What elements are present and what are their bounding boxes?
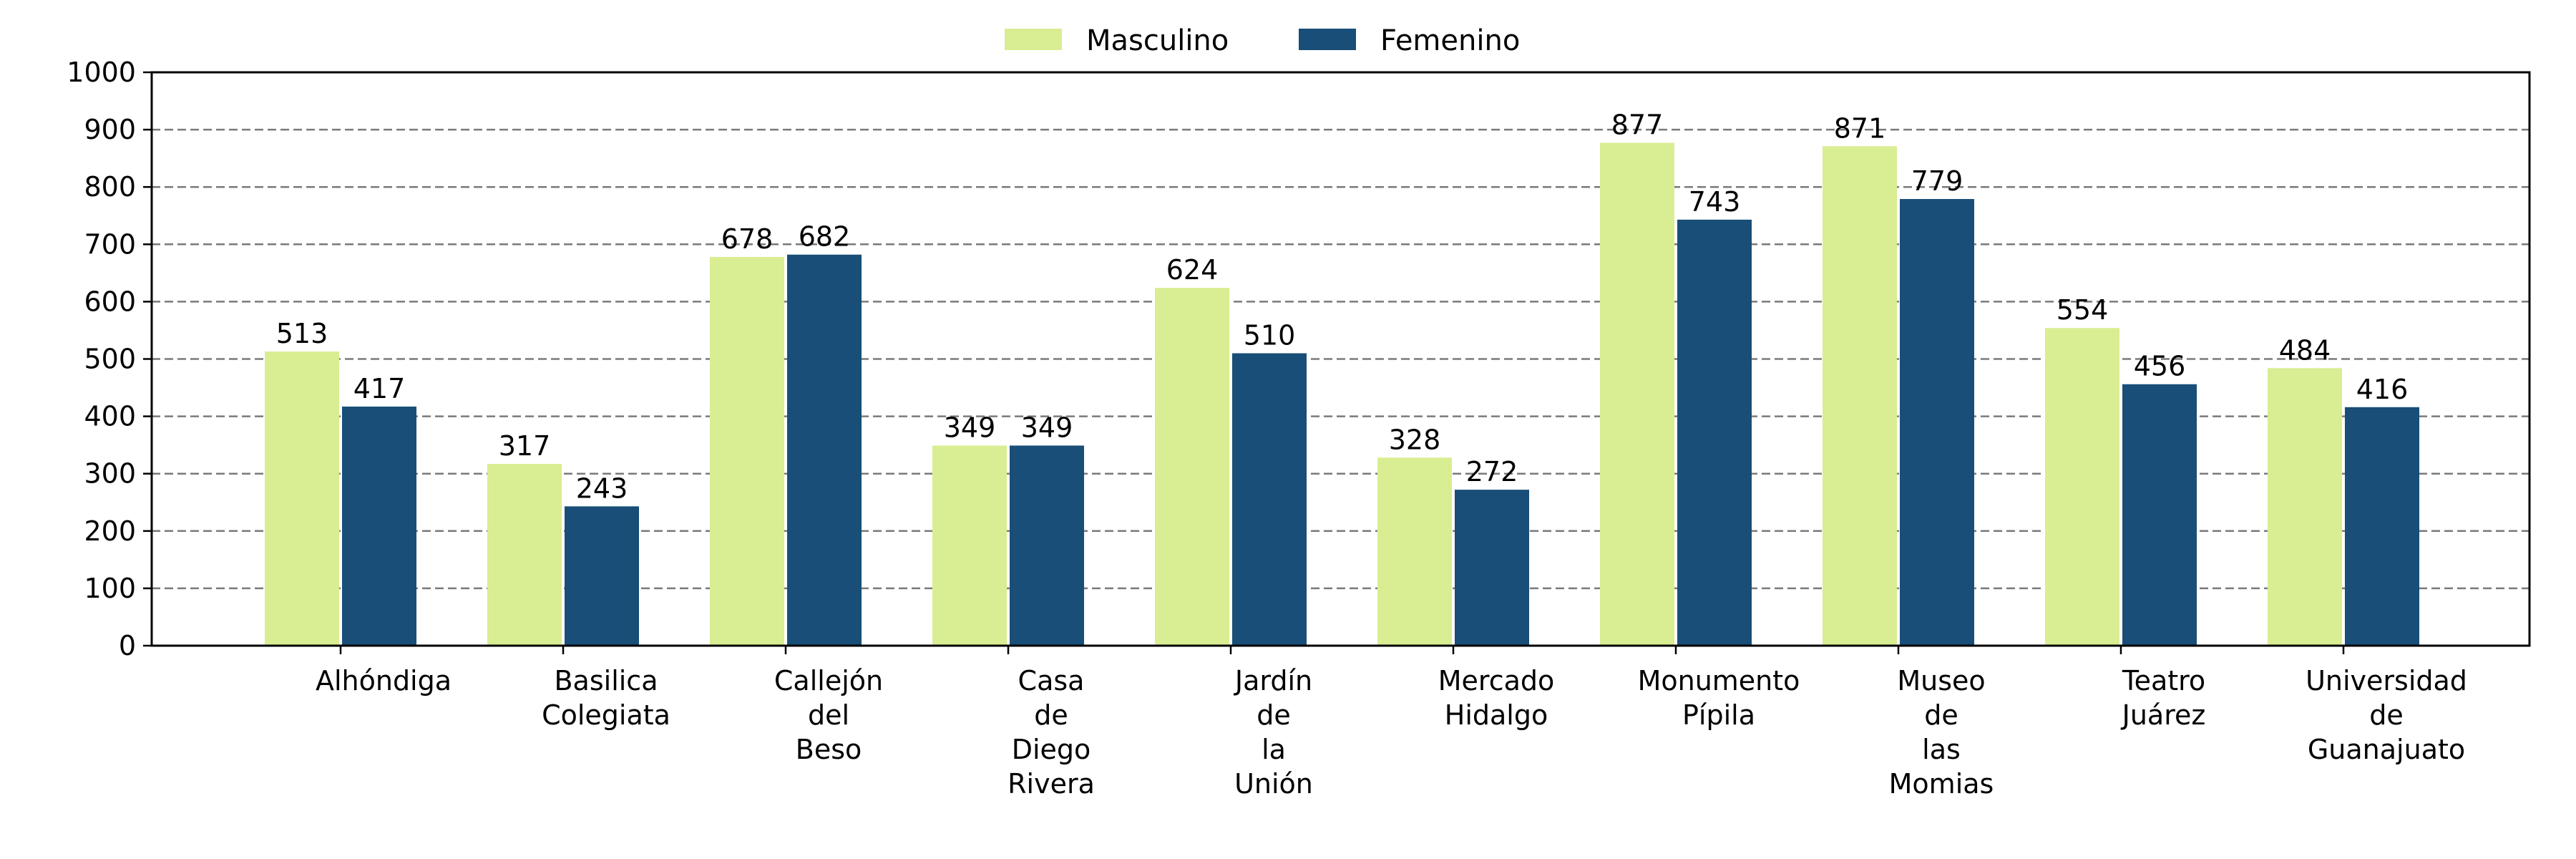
bar-masculino — [1823, 146, 1897, 646]
data-label: 417 — [353, 373, 406, 404]
x-tick-label: Pípila — [1682, 699, 1755, 731]
data-label: 416 — [2356, 374, 2409, 405]
y-tick-label: 800 — [84, 171, 136, 203]
legend-label: Femenino — [1380, 24, 1520, 57]
y-tick-label: 700 — [84, 228, 136, 260]
bar-masculino — [487, 464, 562, 646]
data-label: 678 — [721, 223, 774, 255]
legend-swatch-masculino — [1005, 29, 1062, 50]
x-tick-label: Basilica — [554, 665, 658, 697]
data-label: 317 — [499, 430, 551, 462]
bar-femenino — [2122, 384, 2197, 646]
x-tick-label: de — [2369, 699, 2404, 731]
x-tick-label: Casa — [1018, 665, 1085, 697]
x-tick-label: Rivera — [1008, 768, 1095, 800]
plot-frame — [150, 71, 2531, 647]
bar-masculino — [2045, 328, 2119, 646]
data-label: 349 — [1021, 412, 1073, 443]
x-tick-label: Momias — [1889, 768, 1994, 800]
x-tick-label: Teatro — [2122, 665, 2205, 697]
data-label: 779 — [1911, 165, 1963, 197]
bar-femenino — [1677, 219, 1752, 646]
y-tick-label: 300 — [84, 458, 136, 490]
data-label: 877 — [1611, 110, 1664, 141]
bar-masculino — [1600, 142, 1674, 646]
y-tick-label: 900 — [84, 114, 136, 145]
legend-swatch-femenino — [1299, 29, 1356, 50]
x-tick-label: Museo — [1897, 665, 1985, 697]
bar-femenino — [1455, 490, 1529, 646]
x-tick-label: Colegiata — [542, 699, 670, 731]
y-tick-label: 200 — [84, 515, 136, 547]
x-tick-label: Mercado — [1438, 665, 1555, 697]
data-label: 510 — [1244, 319, 1296, 351]
data-label: 243 — [576, 472, 628, 504]
legend-label: Masculino — [1086, 24, 1229, 57]
x-tick-label: Jardín — [1234, 665, 1312, 697]
data-label: 328 — [1389, 424, 1441, 455]
bar-masculino — [1377, 457, 1452, 646]
x-tick-label: de — [1257, 699, 1291, 731]
bar-masculino — [265, 351, 339, 646]
x-tick-label: las — [1922, 734, 1961, 765]
data-label: 624 — [1166, 254, 1219, 286]
bar-masculino — [932, 445, 1007, 646]
bar-masculino — [710, 256, 784, 646]
data-label: 456 — [2134, 351, 2186, 382]
bar-femenino — [1232, 353, 1307, 646]
data-label: 743 — [1689, 186, 1741, 218]
y-tick-label: 100 — [84, 573, 136, 604]
y-tick-label: 600 — [84, 286, 136, 317]
data-label: 349 — [944, 412, 996, 443]
y-tick-label: 1000 — [67, 57, 136, 88]
bar-femenino — [1900, 199, 1974, 646]
data-label: 272 — [1466, 456, 1518, 487]
y-tick-label: 500 — [84, 344, 136, 375]
x-tick-label: Hidalgo — [1445, 699, 1548, 731]
data-label: 554 — [2057, 294, 2109, 326]
x-tick-label: Monumento — [1638, 665, 1800, 697]
bar-femenino — [1010, 445, 1084, 646]
x-tick-label: Juárez — [2121, 699, 2206, 731]
data-label: 484 — [2279, 334, 2331, 366]
x-tick-label: del — [808, 699, 849, 731]
bar-femenino — [565, 506, 639, 646]
bar-masculino — [1155, 288, 1229, 646]
y-tick-label: 400 — [84, 401, 136, 432]
x-tick-label: la — [1262, 734, 1286, 765]
data-label: 871 — [1834, 112, 1886, 144]
x-tick-label: Alhóndiga — [316, 665, 452, 697]
x-tick-label: Guanajuato — [2308, 734, 2465, 765]
x-tick-label: Universidad — [2306, 665, 2467, 697]
x-tick-label: Diego — [1012, 734, 1091, 765]
bar-femenino — [2345, 407, 2419, 646]
data-label: 513 — [276, 318, 328, 349]
bar-femenino — [787, 254, 862, 646]
x-tick-label: de — [1924, 699, 1958, 731]
x-tick-label: de — [1034, 699, 1068, 731]
x-tick-label: Callejón — [774, 665, 883, 697]
data-label: 682 — [799, 221, 851, 253]
bar-femenino — [342, 406, 416, 646]
y-tick-label: 0 — [119, 630, 136, 661]
bar-masculino — [2268, 368, 2342, 646]
x-tick-label: Beso — [796, 734, 862, 765]
x-tick-label: Unión — [1234, 768, 1313, 800]
